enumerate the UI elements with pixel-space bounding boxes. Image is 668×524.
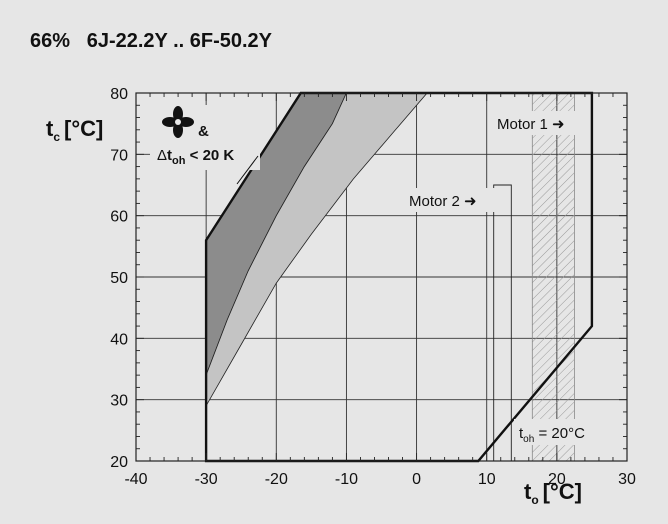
y-tick-label: 50: [110, 270, 128, 287]
motor2-label: Motor 2 ➜: [409, 193, 477, 210]
toh-sub: oh: [523, 434, 534, 445]
fan-sub: oh: [172, 155, 186, 167]
ticks: [135, 92, 628, 462]
motor1-hatch: [531, 92, 575, 462]
x-tick-label: -40: [124, 471, 147, 488]
limit-lines: [493, 184, 512, 461]
x-tick-label: 30: [618, 471, 636, 488]
xlabel-unit: [°C]: [543, 479, 582, 504]
motor2-label-bg: [401, 188, 496, 212]
fan-delta: Δ: [157, 147, 167, 164]
toh-label: toh = 20°C: [519, 425, 585, 445]
fan-rest: < 20 K: [185, 147, 234, 164]
y-tick-label: 30: [110, 393, 128, 410]
x-tick-label: 0: [412, 471, 421, 488]
regions: [205, 92, 575, 462]
ylabel-main: t: [46, 116, 54, 141]
y-tick-label: 20: [110, 454, 128, 471]
toh-label-bg: [514, 419, 607, 445]
motor2-limit-line: [493, 184, 512, 461]
tick-labels: -40 -30 -20 -10 0 10 20 30 20 30 40 50 60 70 80: [110, 86, 636, 488]
x-axis-label: to [°C]: [524, 479, 582, 507]
y-tick-label: 60: [110, 209, 128, 226]
toh-rest: = 20°C: [534, 425, 585, 442]
x-tick-label: -10: [335, 471, 358, 488]
y-tick-label: 40: [110, 331, 128, 348]
x-tick-label: 20: [548, 471, 566, 488]
xlabel-sub: o: [531, 493, 538, 507]
x-tick-label: 10: [478, 471, 496, 488]
fan-condition: Δtoh < 20 K: [157, 147, 234, 167]
fan-icon: [162, 106, 194, 138]
chart-title: 66% 6J-22.2Y .. 6F-50.2Y: [30, 30, 272, 53]
motor1-label-bg: [490, 111, 582, 135]
y-axis-label: tc [°C]: [46, 116, 103, 144]
fan-label-bg: [150, 105, 260, 170]
y-tick-label: 70: [110, 147, 128, 164]
x-tick-label: -30: [195, 471, 218, 488]
title-models: 6J-22.2Y .. 6F-50.2Y: [86, 30, 273, 52]
y-tick-label: 80: [110, 86, 128, 103]
toh-t: t: [519, 425, 524, 442]
x-tick-label: -20: [265, 471, 288, 488]
fan-amp: &: [198, 123, 209, 140]
motor1-label: Motor 1 ➜: [497, 116, 565, 133]
title-percent: 66%: [30, 30, 71, 52]
ylabel-sub: c: [53, 130, 60, 144]
xlabel-main: t: [524, 479, 532, 504]
fan-leader: [236, 155, 259, 185]
fan-t: t: [167, 147, 172, 164]
ylabel-unit: [°C]: [64, 116, 103, 141]
